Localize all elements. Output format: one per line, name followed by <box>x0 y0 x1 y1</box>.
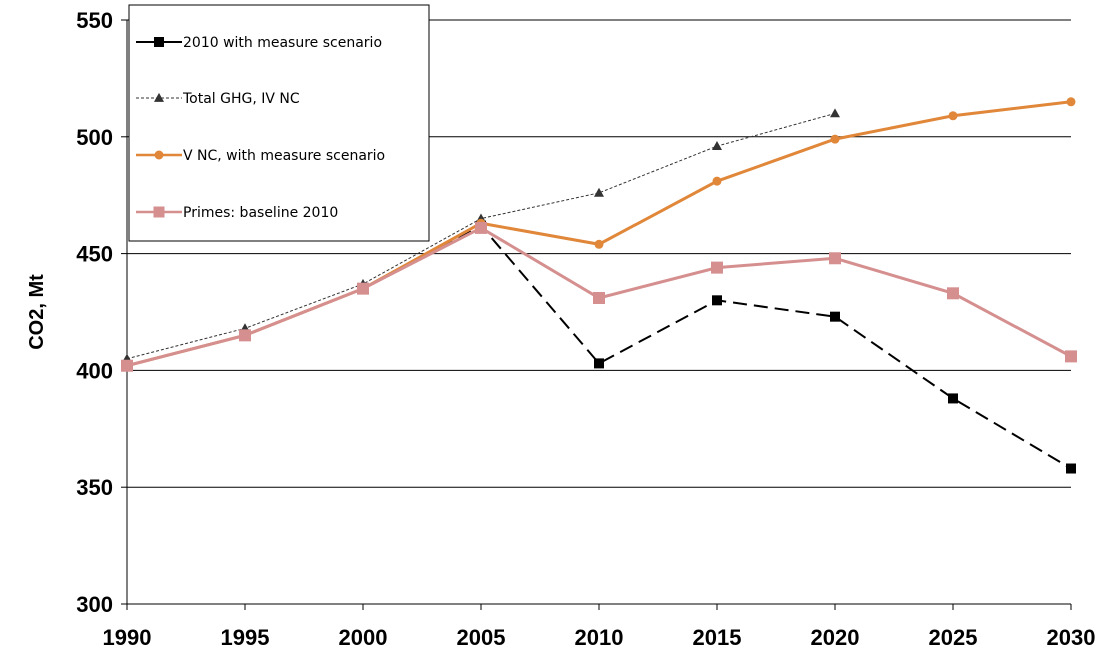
data-point <box>712 295 722 306</box>
axes <box>121 19 1072 610</box>
legend-entry: Primes: baseline 2010 <box>136 205 338 221</box>
data-point <box>947 287 959 300</box>
data-point <box>1066 463 1076 474</box>
data-point <box>711 261 723 274</box>
data-point <box>475 221 487 234</box>
x-tick-label: 2000 <box>339 625 388 650</box>
x-tick-label: 1990 <box>103 625 152 650</box>
x-tick-label: 2010 <box>575 625 624 650</box>
data-point <box>712 176 722 186</box>
data-point <box>357 282 369 295</box>
data-point <box>830 108 840 118</box>
tick-labels: 300 350 400 450 500 550 1990 1995 2000 2005 2010 20… <box>76 8 1095 650</box>
data-point <box>121 359 133 372</box>
data-point <box>830 311 840 322</box>
series-primes-baseline-2010 <box>121 221 1077 372</box>
legend-entry: Total GHG, IV NC <box>136 91 300 107</box>
x-tick-label: 2005 <box>457 625 506 650</box>
data-point <box>239 329 251 342</box>
data-point <box>593 291 605 304</box>
series-line <box>126 224 1072 470</box>
legend-entry: V NC, with measure scenario <box>136 148 385 164</box>
y-tick-label: 550 <box>76 8 113 33</box>
y-tick-label: 450 <box>76 242 113 267</box>
data-point <box>594 187 604 197</box>
legend-label: Total GHG, IV NC <box>182 91 300 107</box>
x-tick-label: 1995 <box>221 625 270 650</box>
data-point <box>712 141 722 150</box>
x-tick-label: 2015 <box>693 625 742 650</box>
legend-marker-swatch <box>153 206 165 218</box>
series-lines <box>121 97 1077 474</box>
data-point <box>594 358 604 369</box>
data-point <box>1065 350 1077 363</box>
data-point <box>830 134 840 144</box>
legend-entry: 2010 with measure scenario <box>136 35 382 51</box>
y-tick-label: 400 <box>76 358 113 383</box>
x-tick-label: 2030 <box>1047 625 1096 650</box>
data-point <box>948 111 958 121</box>
x-tick-label: 2020 <box>811 625 860 650</box>
legend-marker-swatch <box>154 150 164 160</box>
series-2010-with-measure-scenario <box>122 220 1076 474</box>
legend-marker-swatch <box>154 37 164 47</box>
y-axis-title: CO2, Mt <box>26 274 48 350</box>
legend-label: V NC, with measure scenario <box>183 148 385 164</box>
legend-marker-swatch <box>154 92 164 102</box>
legend-label: 2010 with measure scenario <box>183 35 382 51</box>
legend-label: Primes: baseline 2010 <box>183 205 338 221</box>
data-point <box>1066 97 1076 107</box>
y-tick-label: 350 <box>76 475 113 500</box>
data-point <box>948 393 958 404</box>
legend-box <box>128 4 430 242</box>
y-tick-label: 500 <box>76 125 113 150</box>
legend: 2010 with measure scenario Total GHG, IV … <box>128 4 430 242</box>
y-tick-label: 300 <box>76 592 113 617</box>
x-tick-label: 2025 <box>929 625 978 650</box>
data-point <box>594 239 604 249</box>
data-point <box>829 252 841 265</box>
